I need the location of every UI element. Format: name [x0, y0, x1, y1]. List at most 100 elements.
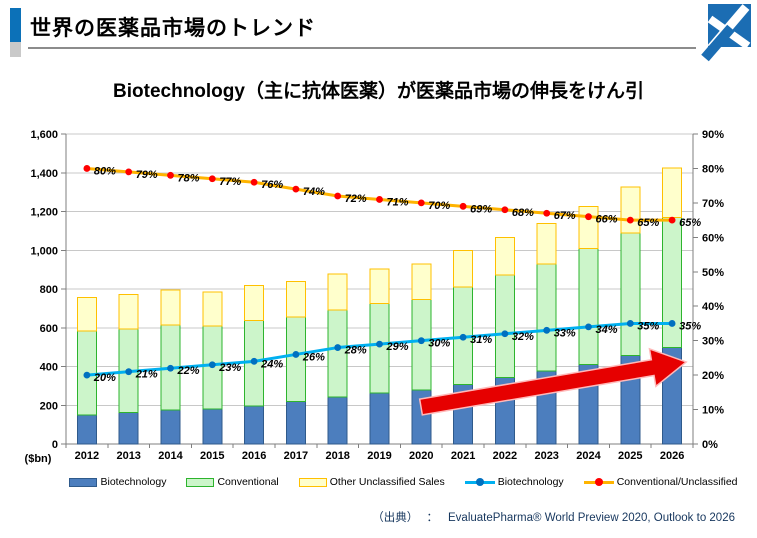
- legend-item: Other Unclassified Sales: [298, 476, 445, 488]
- right-axis-tick-label: 10%: [702, 405, 724, 417]
- legend-bar-swatch-icon: [298, 477, 327, 487]
- data-point-marker: [417, 199, 425, 207]
- data-point-marker: [626, 216, 634, 224]
- right-axis-tick-label: 90%: [702, 129, 724, 141]
- legend-item: Conventional/Unclassified: [583, 476, 738, 488]
- data-point-label: 68%: [512, 207, 534, 219]
- bar-segment-biotechnology: [327, 396, 348, 445]
- bar-segment-other-unclassified-sales: [411, 263, 432, 301]
- right-axis-tick-label: 20%: [702, 370, 724, 382]
- company-logo-icon: [701, 4, 751, 62]
- data-point-label: 70%: [428, 200, 450, 212]
- x-axis-tick-label: 2020: [409, 450, 433, 462]
- page-title: 世界の医薬品市場のトレンド: [30, 17, 316, 40]
- data-point-label: 72%: [345, 193, 367, 205]
- y-axis-tick-label: 800: [40, 284, 58, 296]
- x-axis-tick-label: 2026: [660, 450, 684, 462]
- x-axis-tick-label: 2012: [75, 450, 99, 462]
- x-axis-tick-label: 2019: [367, 450, 391, 462]
- data-point-marker: [167, 171, 174, 179]
- data-point-marker: [250, 357, 258, 365]
- data-point-label: 20%: [93, 372, 116, 384]
- legend-label: Other Unclassified Sales: [329, 476, 445, 488]
- legend-label: Biotechnology: [100, 476, 167, 488]
- data-point-label: 21%: [135, 369, 158, 381]
- title-underline: [28, 47, 696, 49]
- right-axis-tick-label: 0%: [702, 439, 718, 451]
- bar-segment-other-unclassified-sales: [244, 285, 265, 322]
- source-note: （出典） ： EvaluatePharma® World Preview 2020,…: [372, 509, 735, 525]
- bar-segment-biotechnology: [76, 414, 97, 445]
- bar-segment-conventional: [494, 274, 515, 379]
- data-point-marker: [125, 368, 133, 376]
- market-trend-chart: 0 200 400 600 800 1,000 1,200 1,400 1,600 0% 10% 20…: [25, 129, 725, 465]
- data-point-label: 71%: [387, 196, 409, 208]
- data-point-label: 29%: [386, 341, 409, 353]
- legend-bar-swatch-icon: [186, 477, 215, 487]
- legend-label: Biotechnology: [497, 476, 564, 488]
- legend-item: Biotechnology: [464, 476, 564, 488]
- data-point-label: 67%: [554, 210, 576, 222]
- bar-segment-other-unclassified-sales: [369, 268, 390, 305]
- right-axis-tick-label: 70%: [702, 198, 724, 210]
- x-axis-tick-label: 2015: [200, 450, 224, 462]
- data-point-marker: [208, 175, 216, 183]
- bar-segment-biotechnology: [202, 408, 223, 445]
- data-point-marker: [501, 206, 509, 214]
- title-accent-bar: [10, 8, 21, 57]
- data-point-marker: [543, 326, 551, 334]
- data-point-label: 35%: [637, 320, 659, 332]
- x-axis-tick-label: 2023: [534, 450, 558, 462]
- axis-unit-label: ($bn): [25, 453, 52, 465]
- data-point-label: 34%: [596, 324, 618, 336]
- bar-segment-biotechnology: [285, 401, 306, 445]
- data-point-marker: [334, 344, 342, 351]
- bar-segment-biotechnology: [160, 409, 181, 445]
- bar-segment-other-unclassified-sales: [160, 289, 181, 326]
- y-axis-tick-label: 1,000: [30, 245, 58, 257]
- bar-segment-conventional: [578, 247, 599, 365]
- legend-label: Conventional: [217, 476, 279, 488]
- data-point-marker: [543, 209, 551, 217]
- x-axis-tick-label: 2014: [158, 450, 183, 462]
- y-axis-tick-label: 400: [40, 362, 58, 374]
- data-point-label: 65%: [679, 217, 701, 229]
- y-axis-tick-label: 200: [40, 400, 58, 412]
- x-axis-tick-label: 2016: [242, 450, 266, 462]
- chart-headline: Biotechnology（主に抗体医薬）が医薬品市場の伸長をけん引: [113, 81, 644, 102]
- data-point-marker: [83, 371, 91, 379]
- data-point-marker: [459, 202, 467, 210]
- data-point-marker: [167, 364, 174, 372]
- legend-line-swatch-icon: [583, 478, 614, 487]
- data-point-label: 74%: [303, 186, 325, 198]
- right-axis-tick-label: 60%: [702, 232, 724, 244]
- right-axis-tick-label: 80%: [702, 163, 724, 175]
- bar-segment-other-unclassified-sales: [662, 167, 683, 219]
- bar-segment-other-unclassified-sales: [494, 237, 515, 276]
- data-point-marker: [125, 168, 133, 176]
- data-point-label: 78%: [178, 172, 200, 184]
- x-axis-tick-label: 2025: [618, 450, 642, 462]
- data-point-label: 33%: [554, 327, 576, 339]
- right-axis-tick-label: 30%: [702, 336, 724, 348]
- x-axis-tick-label: 2018: [325, 450, 349, 462]
- data-point-marker: [83, 165, 91, 172]
- bar-segment-biotechnology: [244, 405, 265, 445]
- data-point-label: 22%: [177, 365, 200, 377]
- bar-segment-biotechnology: [118, 411, 139, 445]
- chart-legend: Biotechnology Conventional Other Unclassif…: [0, 476, 757, 488]
- bar-segment-other-unclassified-sales: [202, 291, 223, 327]
- data-point-label: 77%: [219, 176, 241, 188]
- x-axis-tick-label: 2017: [284, 450, 308, 462]
- data-point-marker: [501, 330, 509, 338]
- legend-line-swatch-icon: [464, 478, 495, 487]
- data-point-marker: [292, 185, 300, 193]
- data-point-marker: [626, 320, 634, 327]
- title-accent-bar-gray: [10, 42, 21, 57]
- y-axis-tick-label: 0: [52, 439, 58, 451]
- data-point-marker: [668, 216, 676, 224]
- y-axis-tick-label: 1,600: [30, 129, 58, 141]
- data-point-label: 76%: [261, 179, 283, 191]
- title-accent-bar-blue: [10, 8, 21, 42]
- bar-segment-other-unclassified-sales: [453, 249, 474, 288]
